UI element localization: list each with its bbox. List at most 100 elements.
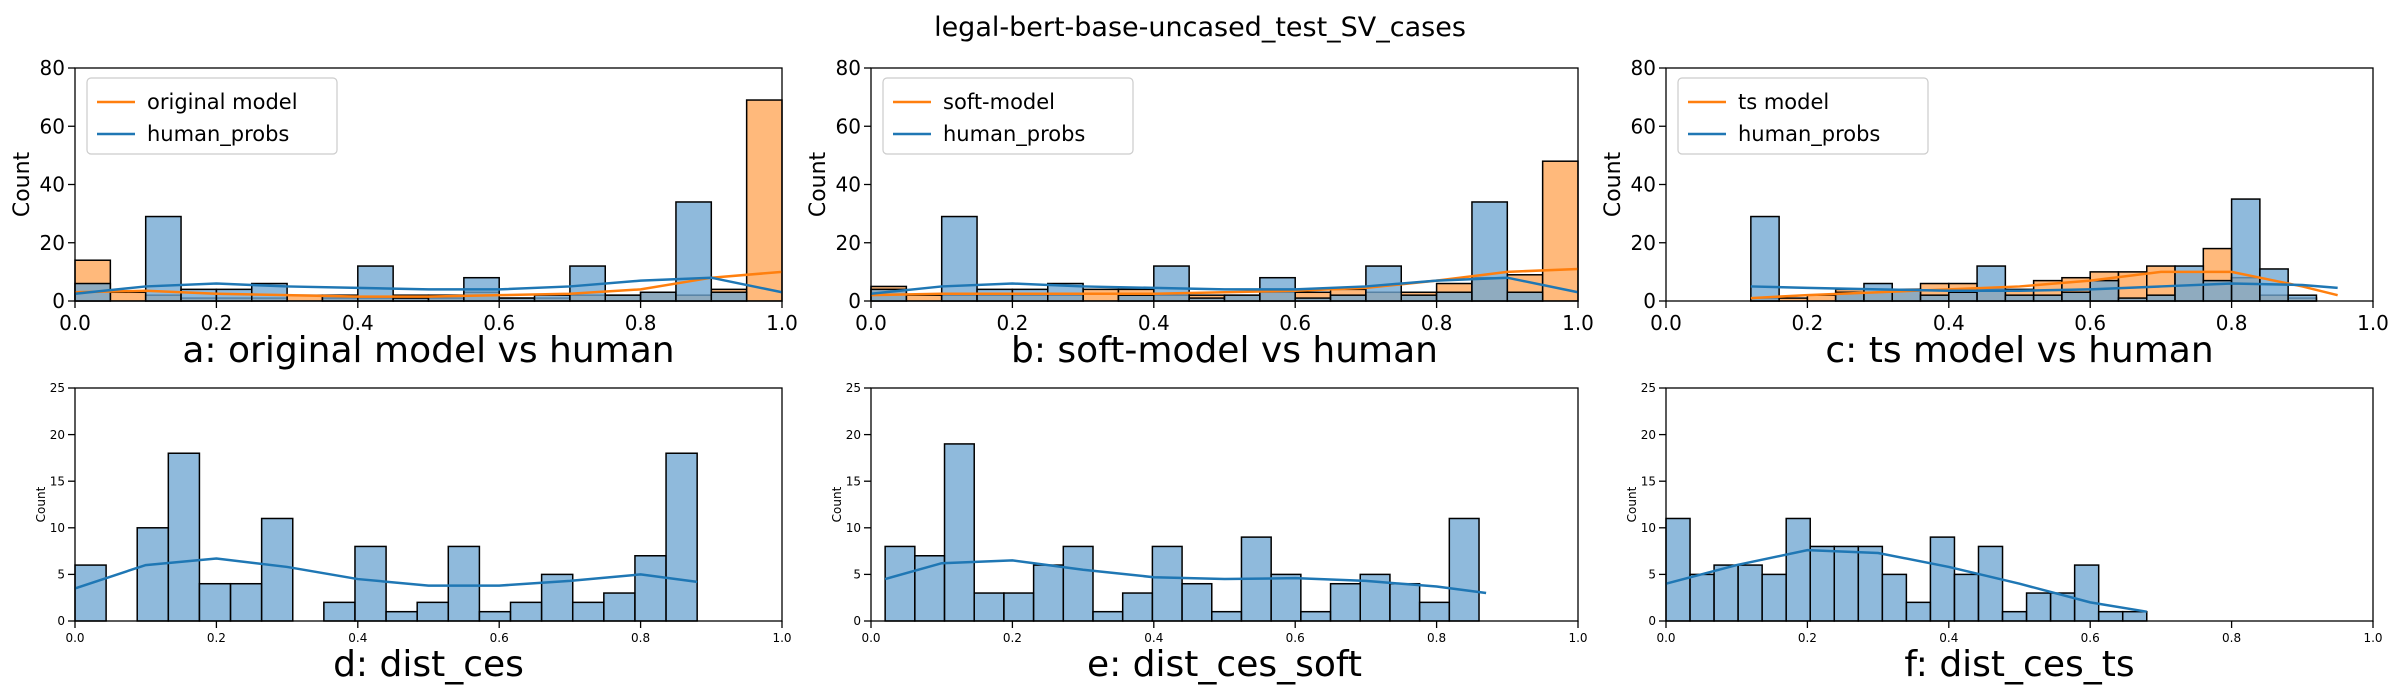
histogram-bar-human (354, 545, 387, 622)
kde-line-human (74, 276, 783, 295)
panel-f: 0.0 0.2 0.4 0.6 0.8 1.0 0 5 10 15 20 25 Count f: dist… (1625, 381, 2383, 685)
legend-label: human_probs (147, 122, 289, 147)
panel-caption: a: original model vs human (182, 330, 674, 371)
x-tick-label: 0.0 (855, 311, 887, 335)
histogram-bar-human (973, 592, 1005, 622)
x-tick-label: 0.6 (1286, 631, 1305, 645)
legend-box (1677, 77, 1929, 155)
legend-label: human_probs (943, 122, 1085, 147)
x-tick-label: 0.2 (200, 311, 232, 335)
legend-label: ts model (1738, 90, 1829, 114)
histogram-bar-human (1833, 545, 1860, 622)
x-tick-label: 0.8 (625, 311, 657, 335)
histogram-bar-model (1541, 160, 1579, 302)
x-tick-label: 0.6 (2081, 631, 2100, 645)
legend: original model human_probs (86, 77, 338, 155)
panel-a: 0.0 0.2 0.4 0.6 0.8 1.0 0 20 40 60 80 Count a: origi… (10, 56, 798, 371)
y-tick-label: 40 (836, 173, 861, 197)
y-tick-label: 15 (846, 474, 861, 488)
histogram-bar-human (1270, 573, 1302, 622)
histogram-bar-human (604, 294, 642, 302)
histogram-bar-human (2025, 592, 2052, 622)
y-axis-label: Count (10, 151, 35, 217)
histogram-bar-human (1665, 517, 1691, 622)
x-tick-label: 0.0 (1650, 311, 1682, 335)
histogram-bar-human (1948, 291, 1978, 302)
x-tick-label: 0.8 (631, 631, 650, 645)
x-tick-label: 0.8 (2216, 311, 2248, 335)
kde-line-human (74, 557, 698, 590)
histogram-bar-human (1011, 288, 1049, 302)
panel-caption: c: ts model vs human (1825, 330, 2213, 371)
histogram-bar-human (229, 582, 263, 622)
histogram-bar-human (260, 517, 294, 622)
histogram-bar-human (675, 201, 713, 302)
histogram-bar-human (1881, 573, 1908, 622)
x-tick-label: 0.4 (348, 631, 367, 645)
histogram-bar-human (1750, 215, 1780, 302)
panel-d: 0.0 0.2 0.4 0.6 0.8 1.0 0 5 10 15 20 25 Count d: dist… (34, 381, 792, 685)
histogram-bar-human (603, 592, 636, 622)
histogram-bar-human (1003, 592, 1035, 622)
histogram-bar-human (2230, 198, 2261, 302)
histogram-bar-human (1919, 294, 1950, 302)
axes-frame (1665, 387, 2374, 622)
histogram-bar-human (2146, 294, 2176, 302)
histogram-bar-human (1329, 294, 1367, 302)
y-axis-label: Count (1601, 151, 1626, 217)
legend-label: human_probs (1738, 122, 1880, 147)
y-tick-label: 5 (853, 568, 861, 582)
histogram-bar-human (1471, 201, 1509, 302)
x-tick-label: 1.0 (772, 631, 791, 645)
legend-label: soft-model (943, 90, 1055, 114)
histogram-bar-human (1153, 265, 1190, 302)
x-tick-label: 0.8 (1421, 311, 1453, 335)
x-tick-label: 0.6 (1279, 311, 1311, 335)
histogram-bar-human (167, 452, 201, 622)
panel-c: 0.0 0.2 0.4 0.6 0.8 1.0 0 20 40 60 80 Count c: ts mo… (1601, 56, 2389, 371)
histogram-bar-human (2004, 294, 2035, 302)
y-tick-label: 20 (836, 231, 861, 255)
y-tick-label: 0 (1648, 614, 1656, 628)
histogram-bar-human (1976, 265, 2007, 302)
y-tick-label: 20 (40, 231, 65, 255)
panel-caption: d: dist_ces (333, 644, 524, 685)
histogram-bar-human (2073, 564, 2100, 622)
histogram-bar-human (884, 545, 916, 622)
x-tick-label: 0.6 (2074, 311, 2106, 335)
histogram-bar-human (1977, 545, 2004, 622)
x-tick-label: 0.0 (861, 631, 880, 645)
y-tick-label: 60 (1631, 114, 1656, 138)
y-axis-label: Count (1625, 486, 1639, 522)
histogram-bar-model (745, 99, 783, 302)
histogram-bar-human (2287, 294, 2318, 302)
kde-line-human (1665, 548, 2147, 613)
histogram-bar-human (1761, 573, 1787, 622)
histogram-bar-human (1809, 545, 1836, 622)
histogram-bar-human (447, 545, 481, 622)
legend: ts model human_probs (1677, 77, 1929, 155)
histogram-bar-human (198, 582, 232, 622)
x-tick-label: 1.0 (1568, 631, 1587, 645)
y-tick-label: 5 (1648, 568, 1656, 582)
histogram-bar-human (1121, 592, 1154, 622)
x-tick-label: 0.8 (1427, 631, 1446, 645)
x-tick-label: 0.0 (59, 311, 91, 335)
histogram-bar-human (1448, 517, 1480, 622)
kde-line-human (1750, 282, 2338, 293)
histogram-bar-human (571, 601, 605, 622)
histogram-bar-human (2061, 291, 2091, 302)
histogram-bar-human (509, 601, 543, 622)
histogram-bar-human (1092, 610, 1124, 622)
histogram-bar-human (1400, 294, 1438, 302)
y-tick-label: 15 (50, 474, 65, 488)
x-tick-label: 0.4 (1138, 311, 1170, 335)
panels: 0.0 0.2 0.4 0.6 0.8 1.0 0 20 40 60 80 Count a: origi… (10, 56, 2389, 685)
legend-box (882, 77, 1134, 155)
panel-b: 0.0 0.2 0.4 0.6 0.8 1.0 0 20 40 60 80 Count b: soft-… (806, 56, 1594, 371)
histogram-bar-human (1329, 582, 1361, 622)
x-tick-label: 0.6 (490, 631, 509, 645)
histogram-bar-human (1929, 536, 1956, 622)
y-tick-label: 0 (853, 614, 861, 628)
y-tick-label: 0 (848, 289, 861, 313)
